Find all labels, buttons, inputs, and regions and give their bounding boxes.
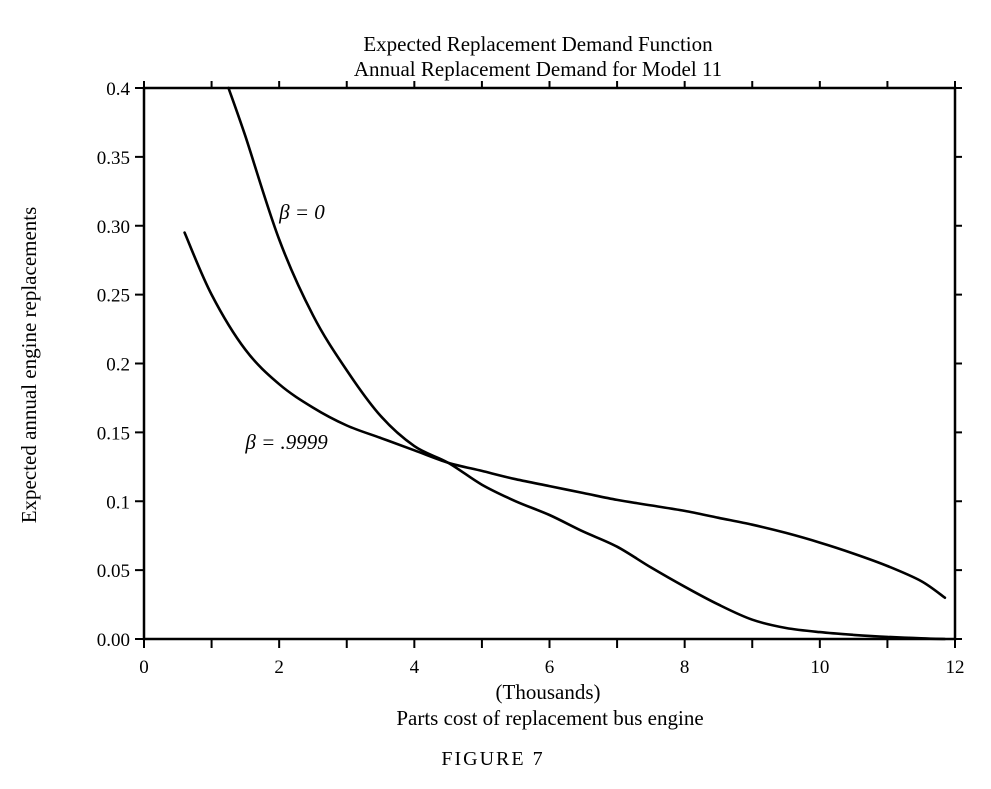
series-annotation-1: β = .9999	[244, 430, 328, 454]
y-tick-label: 0.30	[97, 217, 130, 238]
x-tick-label: 10	[810, 657, 829, 678]
series-annotation-0: β = 0	[278, 200, 325, 224]
x-axis-units-label: (Thousands)	[496, 680, 601, 704]
y-tick-label: 0.4	[106, 79, 130, 100]
y-tick-label: 0.35	[97, 148, 130, 169]
x-tick-label: 8	[680, 657, 690, 678]
x-tick-label: 2	[274, 657, 284, 678]
series-line-0	[227, 86, 947, 641]
x-axis-label: Parts cost of replacement bus engine	[396, 706, 703, 730]
x-tick-label: 0	[139, 657, 149, 678]
x-tick-label: 6	[545, 657, 555, 678]
y-tick-label: 0.05	[97, 561, 130, 582]
plot-frame	[142, 86, 957, 641]
x-tick-label: 4	[410, 657, 420, 678]
y-tick-label: 0.15	[97, 423, 130, 444]
x-tick-label: 12	[946, 657, 965, 678]
series-line-1	[183, 231, 947, 599]
y-tick-label: 0.2	[106, 355, 130, 376]
y-tick-label: 0.25	[97, 286, 130, 307]
plot-area: 0.00 0.05 0.1 0.15 0.2 0.25 0.30 0.35 0.4 0 2 4 6 8 10…	[97, 79, 965, 678]
y-tick-label: 0.1	[106, 492, 130, 513]
y-tick-label: 0.00	[97, 630, 130, 651]
figure-caption: FIGURE 7	[441, 748, 544, 770]
chart-title: Expected Replacement Demand Function	[363, 32, 713, 56]
y-axis-label: Expected annual engine replacements	[17, 207, 41, 524]
chart-subtitle: Annual Replacement Demand for Model 11	[354, 57, 722, 81]
